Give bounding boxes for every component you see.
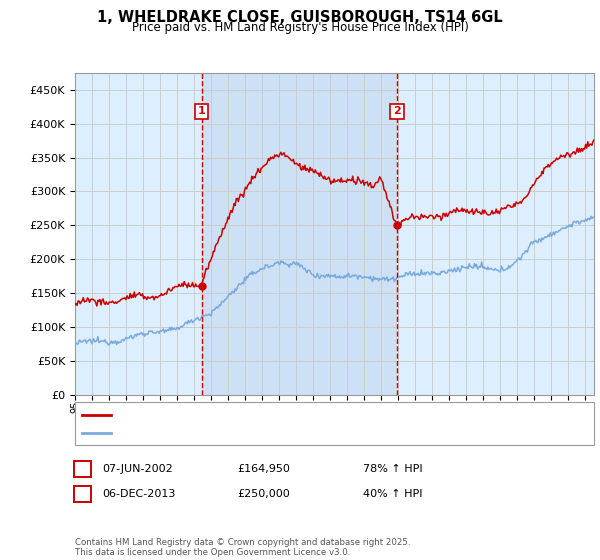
- Text: £250,000: £250,000: [237, 489, 290, 499]
- Text: 1, WHELDRAKE CLOSE, GUISBOROUGH, TS14 6GL: 1, WHELDRAKE CLOSE, GUISBOROUGH, TS14 6G…: [97, 10, 503, 25]
- Text: Price paid vs. HM Land Registry's House Price Index (HPI): Price paid vs. HM Land Registry's House …: [131, 21, 469, 34]
- Text: 1: 1: [198, 106, 205, 116]
- Text: 1, WHELDRAKE CLOSE, GUISBOROUGH, TS14 6GL (detached house): 1, WHELDRAKE CLOSE, GUISBOROUGH, TS14 6G…: [117, 409, 470, 419]
- Bar: [202, 73, 397, 395]
- Text: Contains HM Land Registry data © Crown copyright and database right 2025.
This d: Contains HM Land Registry data © Crown c…: [75, 538, 410, 557]
- Text: 1: 1: [79, 464, 86, 474]
- Text: 2: 2: [393, 106, 401, 116]
- Text: £164,950: £164,950: [237, 464, 290, 474]
- Text: 07-JUN-2002: 07-JUN-2002: [102, 464, 173, 474]
- Text: 06-DEC-2013: 06-DEC-2013: [102, 489, 175, 499]
- Text: HPI: Average price, detached house, Redcar and Cleveland: HPI: Average price, detached house, Redc…: [117, 428, 424, 438]
- Text: 2: 2: [79, 489, 86, 499]
- Text: 78% ↑ HPI: 78% ↑ HPI: [363, 464, 422, 474]
- Text: 40% ↑ HPI: 40% ↑ HPI: [363, 489, 422, 499]
